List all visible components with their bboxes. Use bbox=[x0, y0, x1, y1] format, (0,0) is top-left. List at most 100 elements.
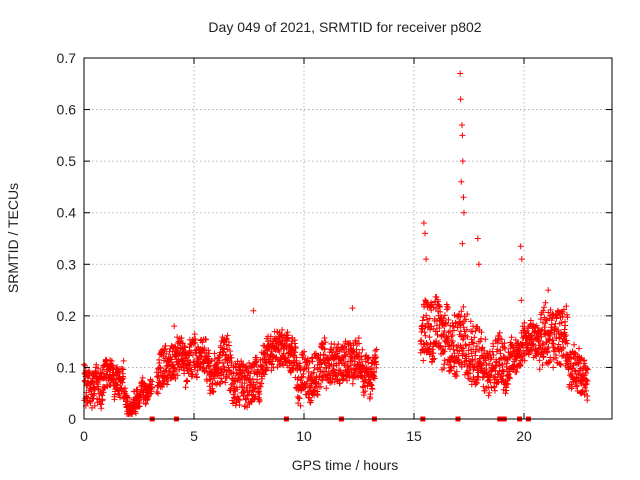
data-point bbox=[327, 346, 334, 353]
data-point bbox=[452, 319, 459, 326]
data-point bbox=[183, 377, 190, 384]
data-point bbox=[207, 376, 214, 383]
data-point bbox=[583, 380, 590, 387]
data-point bbox=[469, 356, 476, 363]
data-point bbox=[549, 337, 556, 344]
data-point-peak bbox=[457, 70, 464, 77]
y-tick-label: 0.6 bbox=[57, 102, 77, 118]
x-tick-label: 15 bbox=[406, 428, 422, 444]
data-point bbox=[330, 347, 337, 354]
data-point bbox=[293, 354, 300, 361]
data-point bbox=[360, 392, 367, 399]
data-point bbox=[495, 332, 502, 339]
data-point bbox=[238, 358, 245, 365]
data-point bbox=[373, 346, 380, 353]
data-point bbox=[95, 365, 102, 372]
data-point bbox=[236, 397, 243, 404]
data-point bbox=[368, 382, 375, 389]
data-point bbox=[550, 364, 557, 371]
data-point bbox=[206, 350, 213, 357]
data-point bbox=[351, 373, 358, 380]
data-point-peak bbox=[349, 305, 356, 312]
data-point bbox=[513, 368, 520, 375]
data-point bbox=[456, 348, 463, 355]
data-point bbox=[122, 385, 129, 392]
data-point bbox=[447, 328, 454, 335]
data-point bbox=[490, 343, 497, 350]
data-point bbox=[436, 302, 443, 309]
data-point bbox=[579, 388, 586, 395]
data-point bbox=[553, 354, 560, 361]
data-point bbox=[575, 359, 582, 366]
data-point bbox=[359, 346, 366, 353]
data-point bbox=[284, 332, 291, 339]
data-point bbox=[171, 343, 178, 350]
data-point bbox=[154, 373, 161, 380]
data-point bbox=[354, 353, 361, 360]
data-point bbox=[100, 389, 107, 396]
data-point bbox=[548, 327, 555, 334]
data-point bbox=[241, 380, 248, 387]
data-point bbox=[441, 361, 448, 368]
data-point bbox=[543, 316, 550, 323]
data-point bbox=[550, 340, 557, 347]
data-point bbox=[224, 332, 231, 339]
data-point bbox=[163, 350, 170, 357]
data-point bbox=[538, 333, 545, 340]
data-point bbox=[563, 311, 570, 318]
data-point bbox=[108, 357, 115, 364]
data-point bbox=[314, 388, 321, 395]
data-point bbox=[467, 318, 474, 325]
data-point bbox=[558, 353, 565, 360]
data-point bbox=[583, 387, 590, 394]
data-point bbox=[471, 334, 478, 341]
data-point bbox=[228, 381, 235, 388]
data-point bbox=[256, 391, 263, 398]
data-point bbox=[323, 385, 330, 392]
data-point bbox=[494, 339, 501, 346]
data-point bbox=[563, 303, 570, 310]
data-point bbox=[174, 372, 181, 379]
data-point bbox=[298, 374, 305, 381]
data-point bbox=[584, 392, 591, 399]
data-point bbox=[582, 381, 589, 388]
data-point bbox=[483, 361, 490, 368]
data-point bbox=[205, 347, 212, 354]
data-point bbox=[349, 380, 356, 387]
data-point bbox=[279, 326, 286, 333]
data-point bbox=[441, 327, 448, 334]
data-point bbox=[521, 319, 528, 326]
data-point bbox=[474, 376, 481, 383]
data-point bbox=[165, 377, 172, 384]
data-point bbox=[449, 353, 456, 360]
data-point bbox=[440, 315, 447, 322]
data-point bbox=[331, 379, 338, 386]
data-point bbox=[347, 340, 354, 347]
data-point bbox=[442, 319, 449, 326]
data-point bbox=[216, 357, 223, 364]
data-point bbox=[426, 345, 433, 352]
data-point bbox=[239, 384, 246, 391]
data-point-peak bbox=[458, 122, 465, 129]
data-point bbox=[181, 343, 188, 350]
data-point bbox=[257, 383, 264, 390]
chart-title: Day 049 of 2021, SRMTID for receiver p80… bbox=[208, 19, 481, 35]
data-point bbox=[485, 392, 492, 399]
data-point bbox=[490, 373, 497, 380]
data-point bbox=[261, 371, 268, 378]
data-point bbox=[571, 341, 578, 348]
data-point bbox=[171, 371, 178, 378]
data-point bbox=[367, 391, 374, 398]
data-point bbox=[191, 331, 198, 338]
data-point bbox=[156, 381, 163, 388]
y-tick-label: 0 bbox=[68, 411, 76, 427]
data-point-peak bbox=[457, 96, 464, 103]
data-point bbox=[369, 386, 376, 393]
data-point-peak bbox=[460, 209, 467, 216]
data-point bbox=[321, 345, 328, 352]
data-point bbox=[502, 345, 509, 352]
data-point bbox=[501, 340, 508, 347]
data-point bbox=[156, 360, 163, 367]
data-point bbox=[182, 384, 189, 391]
data-point bbox=[485, 384, 492, 391]
